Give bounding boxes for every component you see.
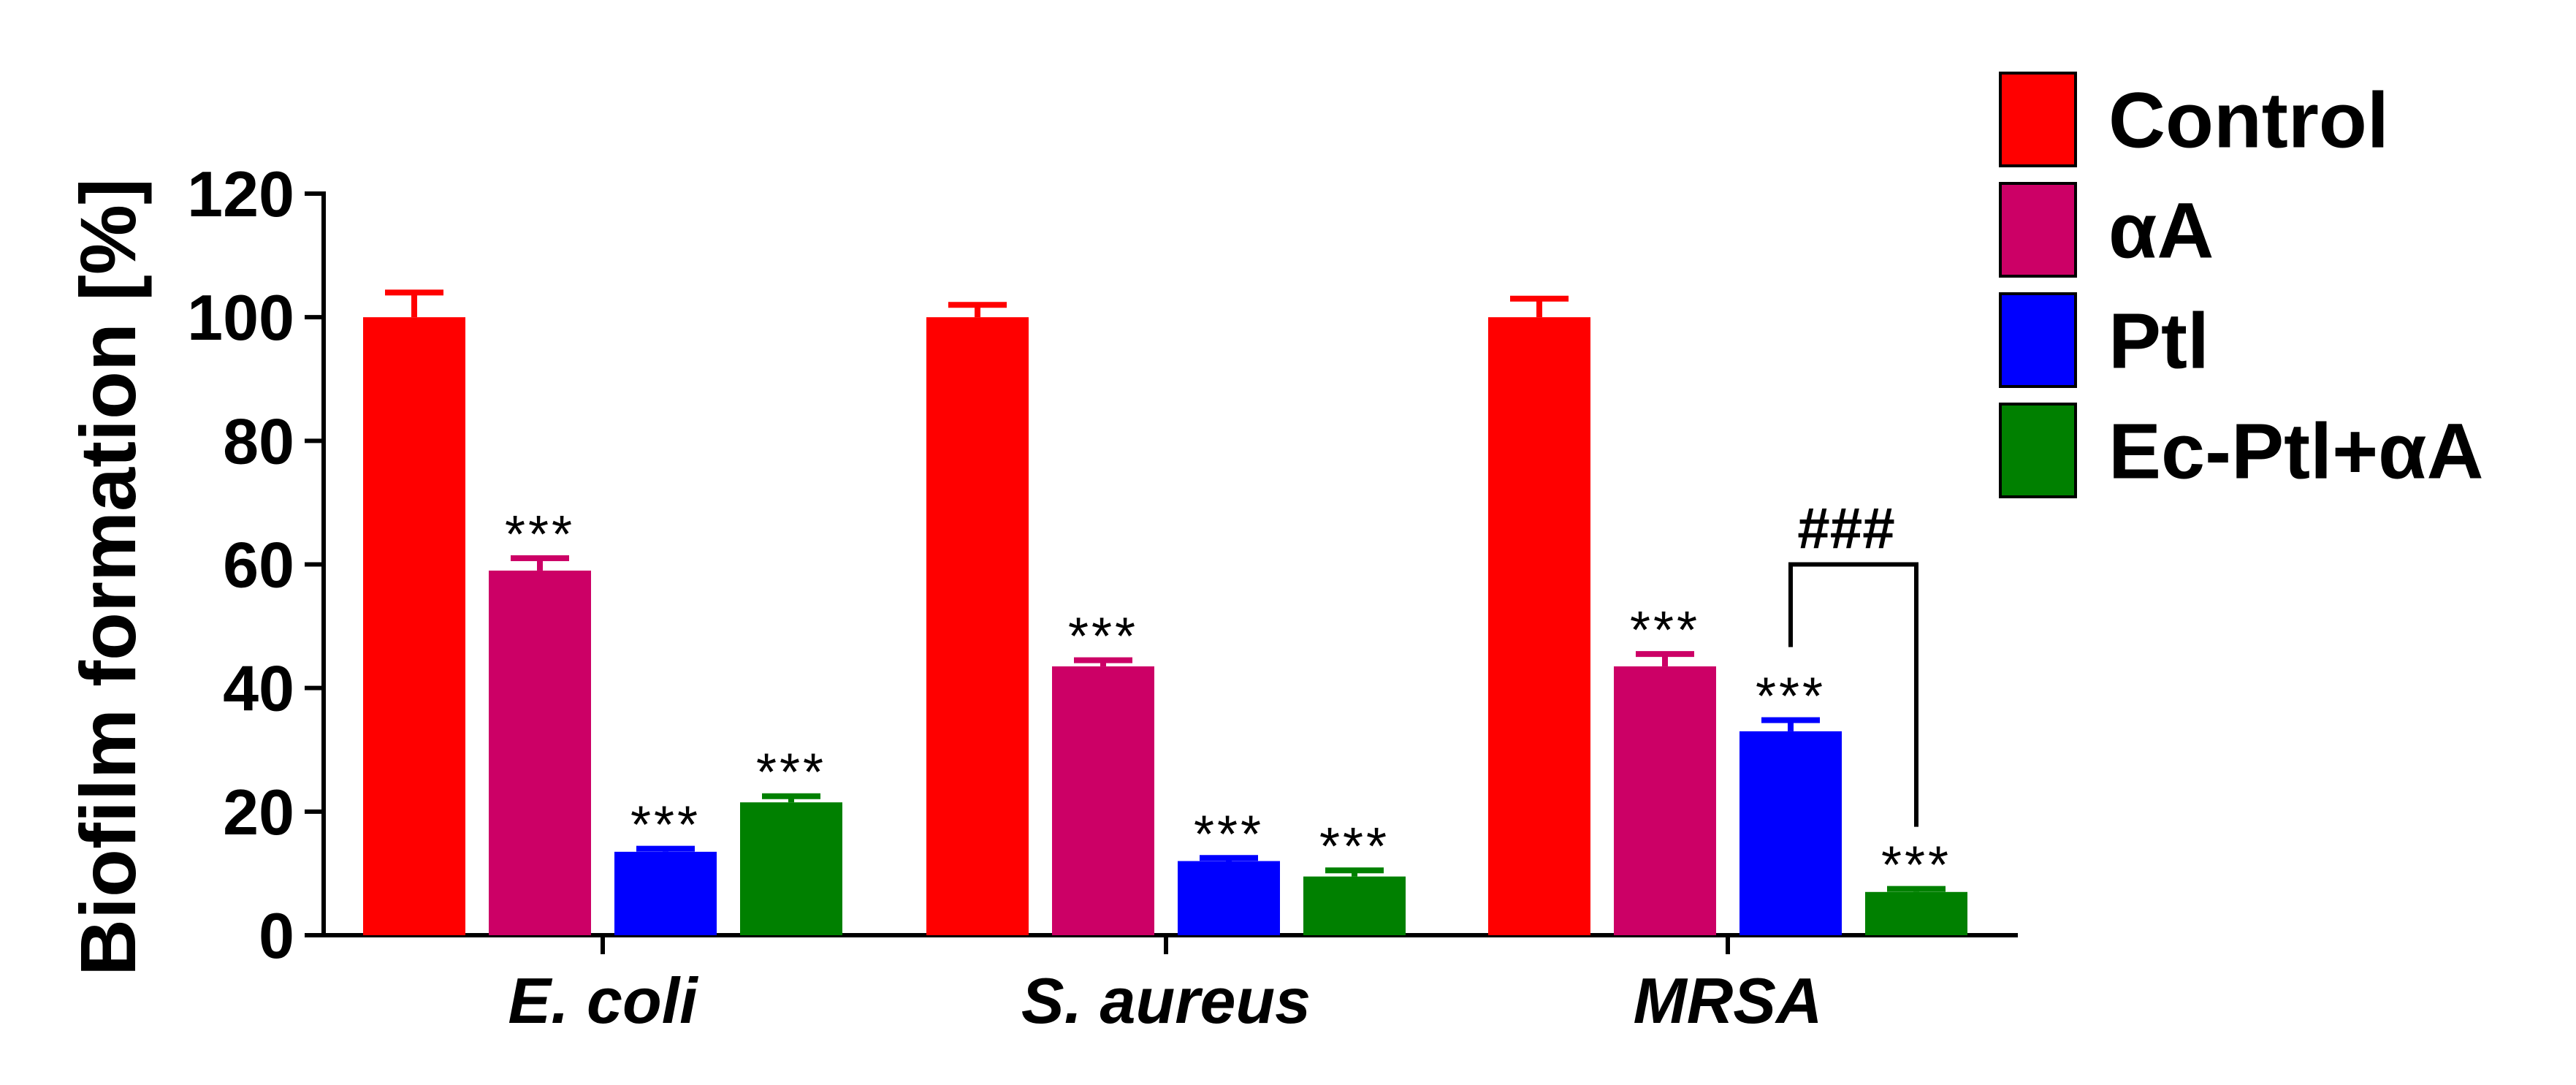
comparison-bracket-group: ### <box>1788 496 1918 827</box>
legend: Control αA Ptl Ec-Ptl+αA <box>1999 72 2484 498</box>
bar <box>926 317 1029 936</box>
x-category-label: MRSA <box>1633 964 1822 1037</box>
significance-marker: *** <box>1756 668 1826 726</box>
legend-swatch <box>1999 182 2077 278</box>
x-category-label: E. coli <box>508 964 698 1037</box>
significance-marker: *** <box>1881 837 1951 895</box>
legend-swatch <box>1999 72 2077 167</box>
bar <box>1865 891 1967 935</box>
significance-marker: *** <box>1630 601 1700 660</box>
bar <box>1052 666 1154 935</box>
bar <box>1488 317 1590 936</box>
legend-label: αA <box>2108 186 2214 275</box>
y-tick-label: 100 <box>187 281 294 354</box>
bar <box>614 851 717 935</box>
bar <box>1303 876 1406 935</box>
legend-label: Ptl <box>2108 297 2209 385</box>
bar <box>1178 861 1280 935</box>
legend-swatch <box>1999 292 2077 388</box>
y-tick-label: 60 <box>223 529 294 601</box>
significance-marker: *** <box>630 796 701 855</box>
y-tick-label: 120 <box>187 158 294 230</box>
significance-marker: *** <box>1194 805 1264 864</box>
x-category-label: S. aureus <box>1021 964 1311 1037</box>
y-axis: 0 20 40 60 80 100 120 <box>187 158 326 972</box>
significance-marker: *** <box>1068 608 1138 666</box>
significance-group: *** *** *** *** *** *** *** *** *** <box>505 506 1951 895</box>
bars-group <box>363 317 1967 936</box>
y-axis-label: Biofilm formation [%] <box>64 178 152 976</box>
legend-swatch <box>1999 403 2077 498</box>
y-tick-label: 20 <box>223 776 294 848</box>
bar <box>363 317 465 936</box>
x-axis: E. coli S. aureus MRSA <box>321 933 2018 1037</box>
significance-marker: *** <box>756 744 826 802</box>
significance-marker: *** <box>1319 818 1390 876</box>
y-tick-label: 80 <box>223 405 294 477</box>
bar <box>1614 666 1716 935</box>
y-axis-label-group: Biofilm formation [%] <box>64 178 152 976</box>
error-bars-group <box>385 289 1946 892</box>
bar <box>489 570 591 935</box>
comparison-bracket <box>1788 562 1918 827</box>
significance-marker: *** <box>505 506 575 564</box>
legend-label: Control <box>2108 76 2389 164</box>
legend-label: Ec-Ptl+αA <box>2108 407 2484 495</box>
bar <box>740 802 842 935</box>
y-tick-label: 0 <box>259 899 294 972</box>
bar <box>1739 731 1842 935</box>
y-tick-label: 40 <box>223 652 294 725</box>
comparison-label: ### <box>1797 496 1894 561</box>
